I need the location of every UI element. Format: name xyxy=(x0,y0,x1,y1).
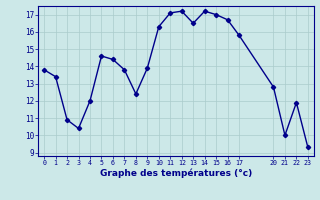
X-axis label: Graphe des températures (°c): Graphe des températures (°c) xyxy=(100,169,252,178)
